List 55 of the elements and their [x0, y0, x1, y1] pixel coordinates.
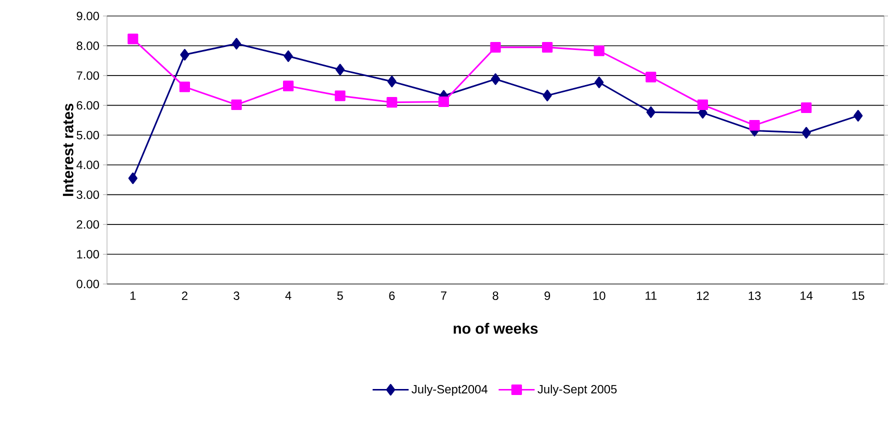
point [802, 126, 811, 139]
x-tick-label: 15 [852, 292, 864, 300]
y-axis-title: Interest rates [62, 104, 74, 196]
point [697, 99, 708, 110]
x-tick-label: 6 [389, 292, 395, 300]
point [542, 90, 552, 102]
x-tick-label: 14 [800, 292, 813, 300]
point [336, 64, 345, 76]
point [283, 80, 294, 92]
x-tick-label: 4 [285, 292, 292, 300]
y-tick-label: 5.00 [76, 130, 100, 140]
y-tick-label: 4.00 [76, 160, 100, 170]
point [490, 42, 501, 53]
x-tick-label: 1 [130, 292, 136, 300]
y-tick-label: 3.00 [76, 190, 100, 199]
x-axis-title: no of weeks [454, 322, 538, 334]
point [438, 96, 450, 108]
legend-label: July-Sept 2005 [538, 384, 617, 396]
x-tick-label: 3 [234, 292, 240, 300]
point [334, 90, 346, 102]
x-tick-label: 10 [593, 292, 606, 300]
y-tick-label: 8.00 [76, 42, 100, 50]
x-tick-label: 2 [182, 292, 188, 300]
x-tick-label: 8 [492, 292, 498, 300]
x-tick-label: 12 [696, 292, 709, 300]
x-tick-label: 11 [646, 292, 657, 300]
point [490, 73, 500, 85]
point [386, 97, 398, 108]
point [646, 106, 656, 118]
y-tick-label: 9.00 [76, 12, 100, 20]
point [646, 72, 656, 82]
point [128, 34, 138, 44]
point [594, 46, 604, 56]
y-tick-label: 7.00 [76, 71, 100, 80]
x-tick-label: 5 [337, 292, 343, 300]
point [854, 110, 863, 122]
x-tick-label: 9 [544, 292, 550, 300]
point [180, 48, 190, 61]
point [179, 82, 190, 92]
x-tick-label: 7 [440, 292, 446, 300]
y-tick-label: 0.00 [76, 280, 100, 288]
point [542, 42, 553, 53]
point [284, 50, 293, 62]
x-tick-label: 13 [748, 292, 761, 300]
y-tick-label: 1.00 [77, 250, 100, 258]
y-tick-label: 2.00 [76, 220, 100, 229]
point [232, 38, 242, 50]
y-tick-label: 6.00 [76, 101, 100, 110]
legend-label: July-Sept2004 [412, 384, 488, 396]
point [128, 172, 138, 184]
point [231, 99, 242, 110]
point [801, 102, 812, 114]
point [387, 76, 396, 88]
point [749, 120, 760, 131]
point [594, 76, 604, 88]
